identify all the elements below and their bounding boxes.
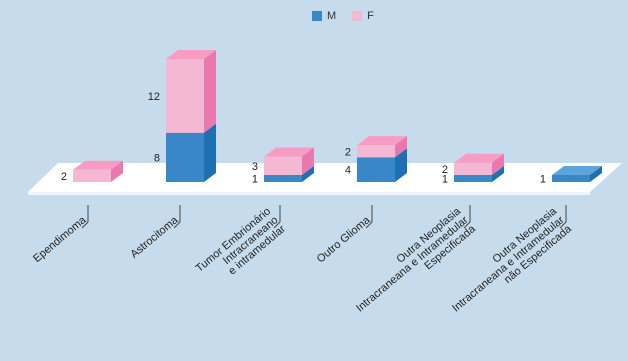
- bar-m-1-front: [166, 132, 204, 182]
- bar-f-2-top: [264, 147, 314, 157]
- value-label-m-5: 1: [540, 174, 546, 186]
- bar-f-1-side: [204, 50, 216, 133]
- value-label-f-3: 2: [345, 146, 351, 158]
- bar-f-3-top: [357, 136, 407, 146]
- bar-f-2-front: [264, 156, 302, 175]
- legend-swatch-m: [312, 11, 322, 21]
- value-label-f-4: 2: [442, 164, 448, 176]
- category-label-1: Astrocitoma: [128, 214, 181, 261]
- bar-m-5-side: [590, 166, 602, 182]
- category-bracket-1: [173, 205, 181, 229]
- legend: M F: [312, 10, 384, 22]
- bar-m-2-side: [302, 166, 314, 182]
- category-bracket-4: [463, 205, 471, 229]
- value-label-m-2: 1: [252, 174, 258, 186]
- legend-label-f: F: [367, 10, 374, 22]
- bar-f-4-top: [454, 153, 504, 163]
- category-label-3: Outro Glioma: [315, 214, 373, 266]
- category-label-line: Outro Glioma: [315, 214, 373, 266]
- bar-m-3-side: [395, 148, 407, 182]
- category-label-line: Astrocitoma: [128, 214, 181, 261]
- bar-m-2-front: [264, 175, 302, 182]
- floor-edge: [28, 192, 590, 195]
- legend-label-m: M: [327, 10, 337, 22]
- bar-m-3-front: [357, 157, 395, 182]
- bar-f-0-front: [73, 169, 111, 182]
- category-label-0: Ependimoma: [31, 214, 89, 265]
- legend-swatch-f: [352, 11, 363, 21]
- category-bracket-3: [365, 205, 373, 229]
- value-label-m-3: 4: [345, 165, 351, 177]
- category-label-line: Ependimoma: [31, 214, 89, 265]
- bar-m-5-top: [552, 166, 602, 175]
- bar-f-0-top: [73, 160, 123, 170]
- category-bracket-2: [273, 205, 281, 229]
- bar-f-3-front: [357, 145, 395, 158]
- category-bracket-0: [81, 205, 89, 229]
- legend-item-m: M: [312, 10, 336, 22]
- bar-f-0-side: [111, 160, 123, 182]
- value-label-m-1: 8: [154, 152, 160, 164]
- bar-f-4-front: [454, 162, 492, 175]
- bar-m-5-front: [552, 175, 590, 182]
- value-label-f-1: 12: [148, 91, 160, 103]
- bar-f-3-side: [395, 136, 407, 158]
- value-label-m-4: 1: [442, 174, 448, 186]
- value-label-f-2: 3: [252, 161, 258, 173]
- bar-f-1-front: [166, 59, 204, 133]
- bar-m-4-front: [454, 175, 492, 182]
- legend-item-f: F: [352, 10, 374, 22]
- bar-f-1-top: [166, 50, 216, 59]
- value-label-f-0: 2: [61, 171, 67, 183]
- bar-f-4-side: [492, 153, 504, 175]
- category-label-line: Intracraneana e Intramedular: [354, 214, 471, 315]
- bar-m-4-side: [492, 166, 504, 182]
- category-bracket-5: [559, 205, 567, 229]
- bar-f-2-side: [302, 147, 314, 175]
- bar-m-1-side: [204, 123, 216, 182]
